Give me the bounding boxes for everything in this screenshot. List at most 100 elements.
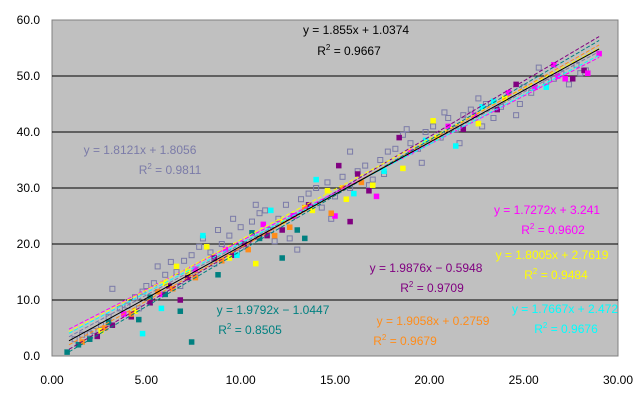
series-2-equation: y = 1.7272x + 3.241 (494, 203, 600, 217)
series-5-equation: y = 1.9058x + 0.2759 (377, 314, 490, 328)
data-point (460, 112, 467, 119)
data-point (173, 263, 180, 270)
data-point (294, 227, 301, 233)
x-tick-label: 5.00 (135, 373, 159, 387)
data-point (392, 145, 399, 152)
data-point (109, 322, 116, 328)
data-point (200, 232, 206, 239)
trendline-4 (68, 54, 600, 334)
data-point (336, 162, 342, 169)
data-point (260, 221, 267, 228)
data-point (399, 131, 406, 138)
data-point (86, 330, 93, 337)
data-point (298, 196, 305, 203)
y-tick-label: 0.0 (23, 349, 40, 363)
data-point (467, 106, 474, 113)
series-4-r-squared: R2 = 0.9676 (534, 321, 598, 336)
data-point (109, 285, 116, 292)
data-point (181, 257, 188, 264)
y-tick-label: 10.0 (17, 293, 41, 307)
data-point (279, 227, 285, 233)
series-1-equation: y = 1.9876x − 0.5948 (370, 261, 483, 275)
data-point (162, 271, 169, 278)
series-6-equation: y = 1.9792x − 1.0447 (217, 303, 330, 317)
data-point (403, 126, 410, 133)
data-point (253, 260, 259, 267)
data-point (167, 258, 174, 265)
y-tick-label: 50.0 (17, 69, 41, 83)
data-point (286, 224, 293, 230)
data-point (136, 316, 142, 323)
trendline-overall (68, 48, 600, 342)
data-point (407, 140, 414, 147)
data-point (324, 188, 331, 194)
series-0-r-squared: R2 = 0.9811 (139, 162, 202, 177)
data-point (343, 196, 350, 202)
data-point (384, 148, 391, 155)
data-point (351, 190, 357, 197)
data-point (565, 81, 572, 88)
overall-r-squared: R2 = 0.9667 (317, 43, 381, 58)
data-point (366, 188, 372, 194)
x-tick-label: 0.00 (40, 373, 64, 387)
data-point (313, 185, 320, 191)
data-point (362, 162, 369, 169)
data-point (230, 215, 237, 222)
data-point (237, 224, 244, 231)
data-point (400, 165, 406, 172)
data-point (596, 50, 602, 57)
data-point (347, 148, 354, 155)
data-point (339, 173, 346, 180)
data-point (369, 176, 376, 183)
x-tick-label: 10.00 (226, 373, 256, 387)
data-point (318, 204, 325, 211)
series-5-r-squared: R2 = 0.9679 (373, 333, 437, 348)
data-point (581, 67, 587, 74)
data-point (207, 249, 214, 256)
data-point (215, 227, 222, 233)
series-3-r-squared: R2 = 0.9484 (524, 267, 588, 282)
data-point (373, 193, 380, 200)
data-point (271, 238, 278, 245)
data-point (475, 95, 482, 102)
data-point (188, 339, 195, 345)
y-tick-label: 30.0 (17, 181, 41, 195)
data-point (347, 218, 353, 225)
overall-equation: y = 1.855x + 1.0374 (303, 23, 409, 37)
data-point (513, 112, 520, 119)
data-point (381, 168, 387, 174)
data-point (418, 159, 425, 166)
series-3-equation: y = 1.8005x + 2.7619 (496, 248, 609, 262)
data-point (305, 190, 312, 197)
data-point (203, 244, 210, 250)
x-tick-label: 30.00 (603, 373, 633, 387)
data-point (158, 305, 165, 312)
data-point (452, 143, 459, 149)
data-point (456, 140, 463, 147)
data-point (354, 171, 361, 177)
data-point (513, 81, 519, 88)
data-point (490, 115, 497, 121)
x-tick-label: 15.00 (320, 373, 350, 387)
series-4-equation: y = 1.7667x + 2.472 (512, 302, 618, 316)
data-point (271, 232, 278, 239)
data-point (332, 213, 338, 219)
data-point (282, 201, 289, 208)
trendline-6 (68, 39, 600, 353)
data-point (396, 134, 402, 141)
data-point (302, 235, 308, 242)
y-tick-label: 60.0 (17, 13, 41, 27)
data-point (324, 179, 331, 186)
trendline-2 (68, 56, 600, 330)
x-tick-label: 20.00 (414, 373, 444, 387)
data-point (562, 76, 568, 82)
data-point (64, 349, 70, 355)
data-point (441, 109, 448, 116)
series-6-r-squared: R2 = 0.8505 (218, 322, 282, 337)
data-point (196, 243, 203, 250)
data-point (430, 118, 436, 124)
data-point (377, 157, 384, 163)
data-point (226, 232, 233, 239)
trendline-5 (68, 44, 600, 346)
